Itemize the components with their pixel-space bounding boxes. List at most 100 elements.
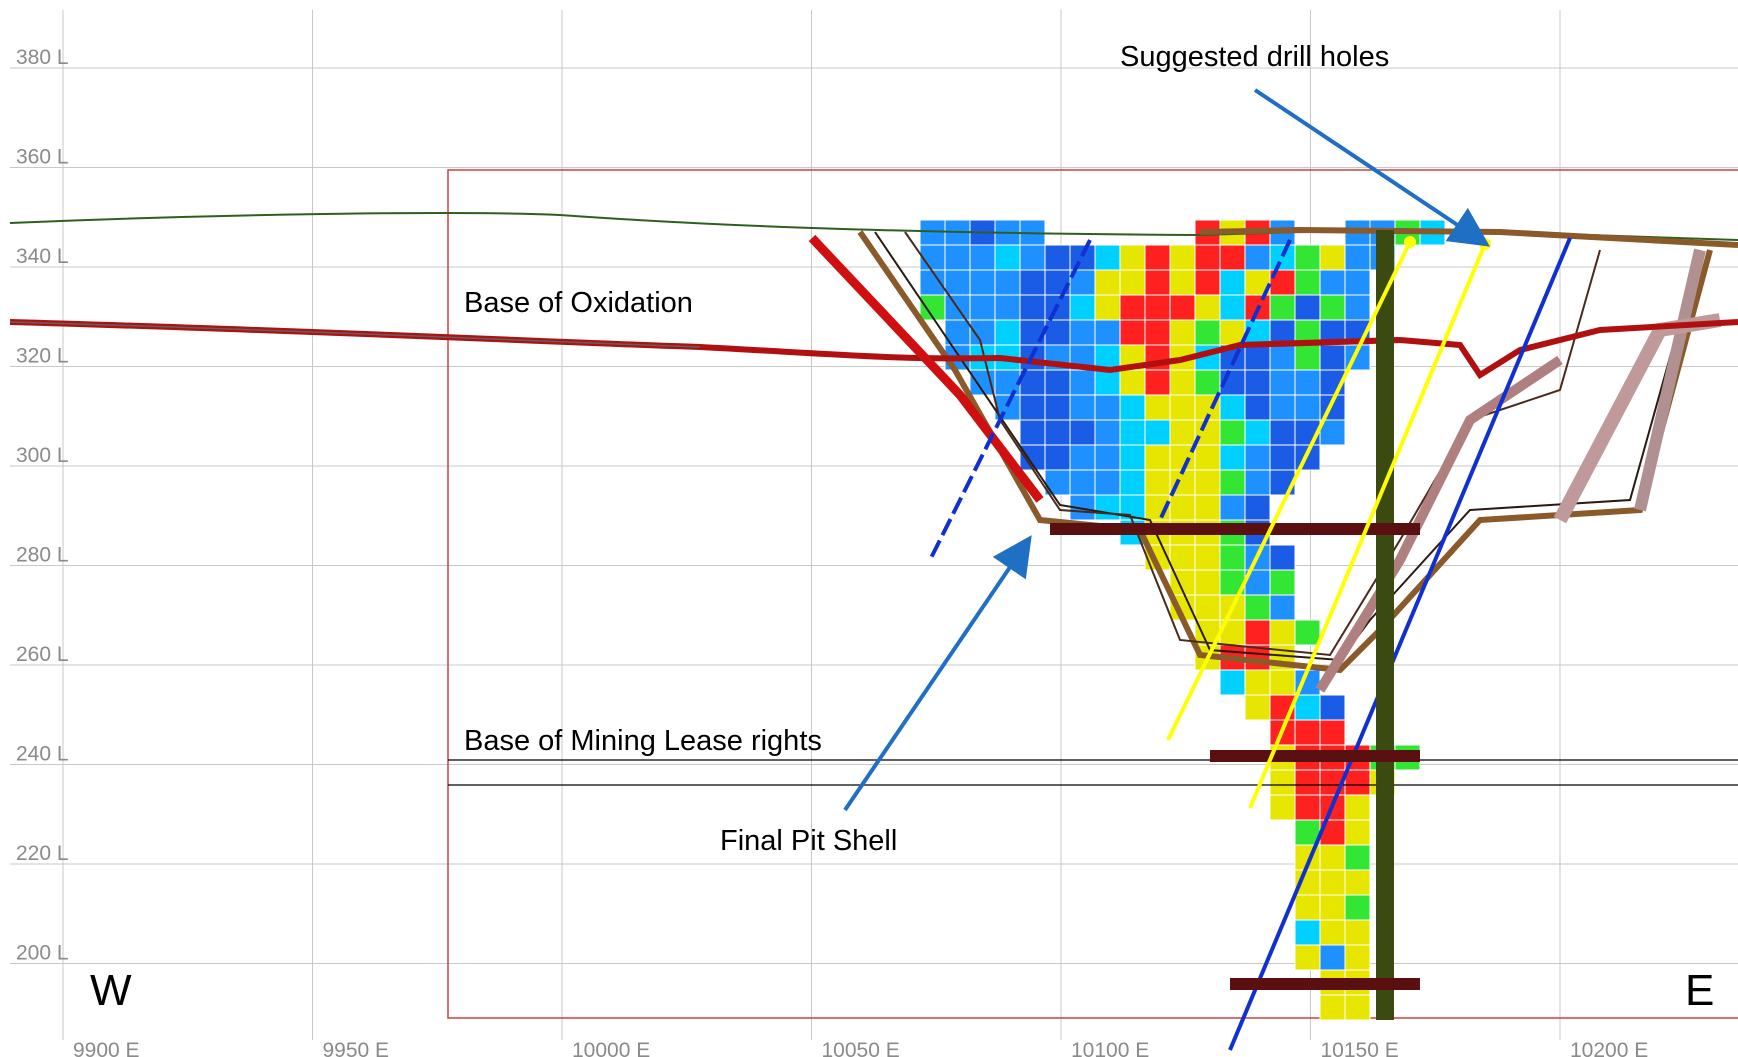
grade-block bbox=[1019, 294, 1046, 321]
grade-block bbox=[1219, 269, 1246, 296]
grade-block bbox=[1344, 269, 1371, 296]
y-tick-label: 360 L bbox=[16, 146, 69, 169]
grade-block bbox=[1269, 594, 1296, 621]
compass-east: E bbox=[1685, 966, 1714, 1015]
grade-block bbox=[1094, 469, 1121, 496]
grade-block bbox=[969, 244, 996, 271]
existing-drill-holes bbox=[928, 237, 1572, 1051]
grade-block bbox=[1269, 619, 1296, 646]
grade-block bbox=[1119, 394, 1146, 421]
grade-block bbox=[1244, 694, 1271, 721]
x-tick-label: 9950 E bbox=[323, 1039, 390, 1057]
grade-block bbox=[1044, 394, 1071, 421]
label-suggested-drill-holes: Suggested drill holes bbox=[1120, 41, 1389, 73]
y-tick-label: 220 L bbox=[16, 842, 69, 865]
grade-block bbox=[919, 219, 946, 246]
grade-block bbox=[1019, 269, 1046, 296]
grade-block bbox=[1319, 244, 1346, 271]
grade-block bbox=[1244, 344, 1271, 371]
grade-block bbox=[944, 269, 971, 296]
grade-block bbox=[1169, 394, 1196, 421]
grade-block bbox=[1269, 569, 1296, 596]
grade-block bbox=[1069, 269, 1096, 296]
grade-block bbox=[1144, 369, 1171, 396]
label-base-of-oxidation: Base of Oxidation bbox=[464, 287, 693, 319]
grade-block bbox=[1144, 419, 1171, 446]
grade-block bbox=[1094, 494, 1121, 521]
y-axis-levels: 380 L 360 L 340 L 320 L 300 L 280 L 260 L 240 L… bbox=[16, 46, 69, 965]
grade-block bbox=[1094, 419, 1121, 446]
grade-block bbox=[1194, 494, 1221, 521]
grade-block bbox=[1294, 944, 1321, 971]
grade-block bbox=[1194, 269, 1221, 296]
grade-block bbox=[1069, 294, 1096, 321]
grade-block bbox=[1344, 819, 1371, 846]
grade-block bbox=[1144, 469, 1171, 496]
grade-block bbox=[1269, 244, 1296, 271]
grade-block bbox=[1044, 419, 1071, 446]
grade-block bbox=[994, 319, 1021, 346]
grade-block bbox=[1094, 369, 1121, 396]
grid bbox=[10, 10, 1738, 1040]
grade-block bbox=[1269, 344, 1296, 371]
grade-block bbox=[1144, 294, 1171, 321]
grade-block bbox=[1219, 319, 1246, 346]
grade-block bbox=[1219, 244, 1246, 271]
grade-block bbox=[1294, 244, 1321, 271]
grade-block bbox=[1269, 444, 1296, 471]
grade-block bbox=[1144, 444, 1171, 471]
grade-block bbox=[1344, 244, 1371, 271]
grade-block bbox=[994, 244, 1021, 271]
fault-structure bbox=[808, 234, 1044, 503]
grade-block bbox=[1319, 294, 1346, 321]
grade-block bbox=[1319, 994, 1346, 1021]
x-tick-label: 9900 E bbox=[73, 1039, 140, 1057]
grade-block bbox=[1119, 369, 1146, 396]
grade-block bbox=[1344, 294, 1371, 321]
grade-block bbox=[1219, 444, 1246, 471]
grade-block bbox=[1094, 294, 1121, 321]
grade-block bbox=[1144, 269, 1171, 296]
grade-block bbox=[1069, 469, 1096, 496]
grade-block bbox=[994, 294, 1021, 321]
y-tick-label: 260 L bbox=[16, 643, 69, 666]
label-base-of-mining-lease: Base of Mining Lease rights bbox=[464, 725, 822, 757]
x-axis-eastings: 9900 E 9950 E 10000 E 10050 E 10100 E 10150 E… bbox=[73, 1039, 1648, 1057]
grade-block bbox=[1169, 244, 1196, 271]
grade-block bbox=[1319, 694, 1346, 721]
grade-block bbox=[1144, 244, 1171, 271]
grade-block bbox=[1219, 494, 1246, 521]
grade-block bbox=[1094, 269, 1121, 296]
grade-block bbox=[1244, 594, 1271, 621]
grade-block bbox=[1094, 394, 1121, 421]
grade-block bbox=[1344, 919, 1371, 946]
grade-block bbox=[1294, 619, 1321, 646]
lease-boundary-box bbox=[447, 169, 1738, 1019]
grade-block bbox=[1094, 444, 1121, 471]
grade-block bbox=[1044, 444, 1071, 471]
y-tick-label: 380 L bbox=[16, 46, 69, 69]
grade-block bbox=[1244, 444, 1271, 471]
y-tick-label: 320 L bbox=[16, 345, 69, 368]
grade-block bbox=[1194, 569, 1221, 596]
y-tick-label: 280 L bbox=[16, 544, 69, 567]
grade-block bbox=[944, 244, 971, 271]
grade-block bbox=[1094, 244, 1121, 271]
grade-block bbox=[1169, 544, 1196, 571]
grade-block bbox=[1094, 319, 1121, 346]
grade-block bbox=[1344, 794, 1371, 821]
grade-block bbox=[1344, 994, 1371, 1021]
grade-block bbox=[1269, 669, 1296, 696]
grade-block bbox=[1244, 469, 1271, 496]
grade-block bbox=[1244, 369, 1271, 396]
grade-block bbox=[1069, 444, 1096, 471]
grade-block bbox=[1294, 269, 1321, 296]
grade-block bbox=[1319, 869, 1346, 896]
grade-block bbox=[1294, 769, 1321, 796]
grade-block bbox=[1269, 369, 1296, 396]
x-tick-label: 10200 E bbox=[1570, 1039, 1648, 1057]
x-tick-label: 10000 E bbox=[572, 1039, 650, 1057]
grade-block bbox=[1194, 244, 1221, 271]
grade-block bbox=[1219, 394, 1246, 421]
